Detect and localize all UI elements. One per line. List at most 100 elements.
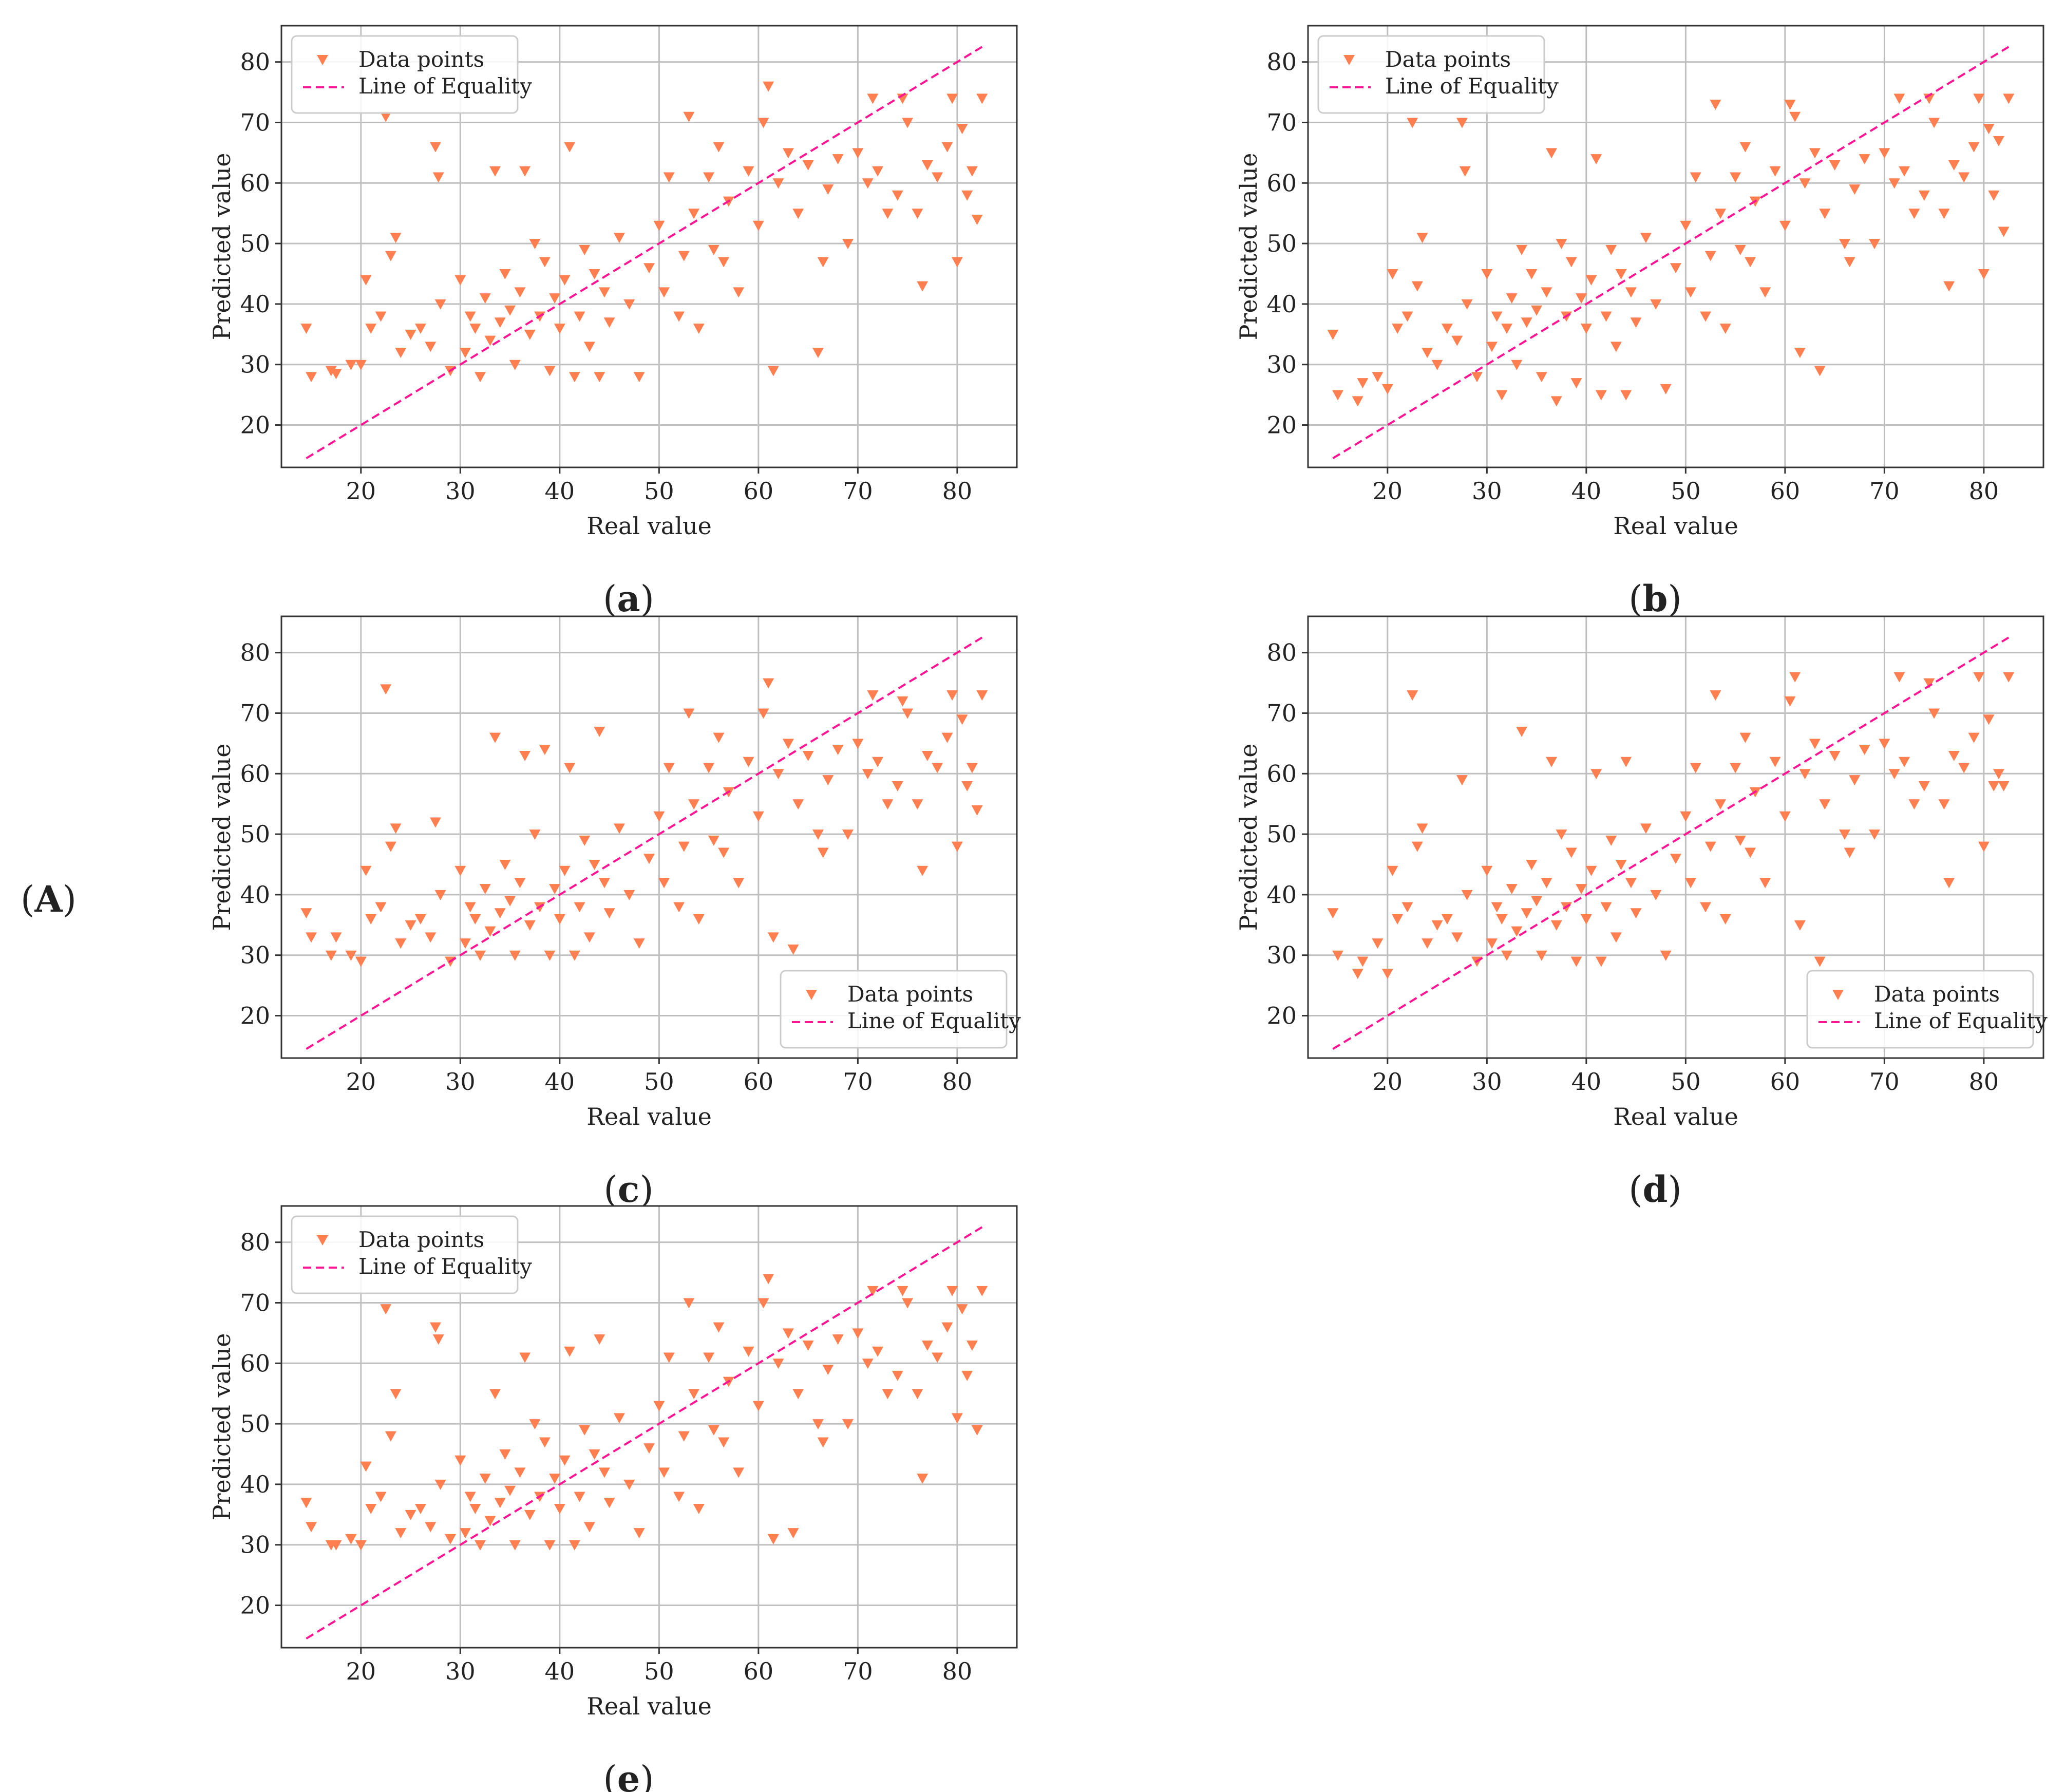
data-point: [852, 148, 864, 159]
data-point: [862, 1359, 874, 1369]
data-point: [713, 732, 725, 743]
x-tick-label: 30: [445, 1657, 476, 1685]
y-tick-label: 40: [240, 881, 270, 909]
data-point: [1332, 390, 1344, 401]
y-axis-label: Predicted value: [208, 1333, 236, 1521]
x-tick-label: 60: [1770, 477, 1801, 505]
data-point: [375, 1492, 387, 1502]
data-point: [882, 799, 894, 810]
data-point: [559, 865, 571, 876]
data-point: [1556, 829, 1567, 840]
data-point: [872, 757, 884, 767]
data-point: [842, 829, 854, 840]
data-point: [425, 342, 437, 352]
data-point: [1521, 317, 1532, 328]
data-point: [395, 938, 407, 949]
data-point: [464, 311, 476, 322]
data-point: [1779, 220, 1791, 231]
x-tick-label: 50: [644, 1657, 674, 1685]
x-tick-label: 80: [1969, 1068, 1999, 1096]
data-point: [932, 1352, 943, 1363]
data-point: [792, 1389, 804, 1400]
data-point: [678, 841, 690, 852]
data-point: [549, 293, 561, 304]
y-tick-label: 40: [1266, 290, 1297, 318]
data-point: [385, 841, 396, 852]
data-point: [494, 317, 506, 328]
data-point: [802, 750, 814, 761]
data-point: [1595, 390, 1607, 401]
data-point: [633, 1528, 645, 1539]
data-point: [1541, 878, 1552, 889]
y-tick-label: 50: [240, 1410, 270, 1438]
chart-panel-a: 20 30 40 50 60 70 80 20 30 40 50 60 70 80 Real value Pr…: [208, 25, 1018, 620]
data-point: [1968, 732, 1980, 743]
data-point: [653, 811, 665, 822]
y-tick-label: 20: [1266, 411, 1297, 439]
data-point: [1580, 914, 1592, 925]
panel-caption-b: (b): [1628, 577, 1682, 620]
data-point: [1908, 209, 1920, 219]
y-tick-label: 80: [1266, 48, 1297, 76]
data-point: [633, 372, 645, 383]
data-point: [718, 257, 730, 268]
data-point: [1779, 811, 1791, 822]
data-point: [643, 854, 655, 864]
data-point: [1546, 757, 1558, 767]
data-point: [1973, 93, 1985, 104]
data-point: [574, 902, 585, 913]
data-point: [1973, 672, 1985, 683]
data-point: [703, 1352, 715, 1363]
y-axis-label: Predicted value: [208, 153, 236, 341]
data-point: [1968, 142, 1980, 153]
data-point: [529, 1419, 541, 1430]
x-tick-label: 30: [445, 477, 476, 505]
data-point: [489, 166, 501, 177]
data-point: [589, 269, 600, 280]
y-tick-label: 30: [240, 941, 270, 969]
data-point: [1899, 757, 1910, 767]
data-point: [1422, 938, 1433, 949]
data-point: [941, 142, 953, 153]
data-point: [603, 1498, 615, 1508]
y-tick-label: 30: [1266, 351, 1297, 379]
data-point: [693, 1504, 705, 1515]
data-point: [355, 1540, 367, 1551]
data-point: [832, 1334, 844, 1345]
data-point: [713, 142, 725, 153]
data-point: [1381, 384, 1393, 394]
data-point: [653, 220, 665, 231]
data-point: [1491, 902, 1503, 913]
x-tick-label: 80: [942, 1657, 973, 1685]
data-point: [1948, 750, 1960, 761]
data-point: [1600, 902, 1612, 913]
data-point: [1565, 847, 1577, 858]
data-point: [574, 1492, 585, 1502]
data-point: [1918, 781, 1930, 791]
data-point: [1908, 799, 1920, 810]
data-point: [1685, 287, 1697, 298]
data-point: [1829, 160, 1841, 171]
data-point: [1739, 732, 1751, 743]
data-point: [1809, 739, 1821, 749]
data-point: [1387, 865, 1398, 876]
data-point: [757, 118, 769, 128]
data-point: [1506, 293, 1518, 304]
data-point: [1799, 769, 1811, 780]
y-tick-label: 20: [240, 1002, 270, 1030]
data-point: [345, 950, 357, 961]
data-point: [1670, 854, 1681, 864]
data-point: [951, 1413, 963, 1424]
data-point: [956, 124, 968, 135]
data-point: [484, 1516, 496, 1526]
data-point: [1416, 823, 1428, 834]
data-point: [1372, 938, 1384, 949]
data-point: [434, 299, 446, 310]
legend-marker-points: [1832, 990, 1844, 1000]
legend-box: [780, 970, 1008, 1049]
data-point: [360, 1461, 372, 1472]
data-point: [1704, 251, 1716, 261]
data-point: [1496, 914, 1508, 925]
data-point: [613, 1413, 625, 1424]
